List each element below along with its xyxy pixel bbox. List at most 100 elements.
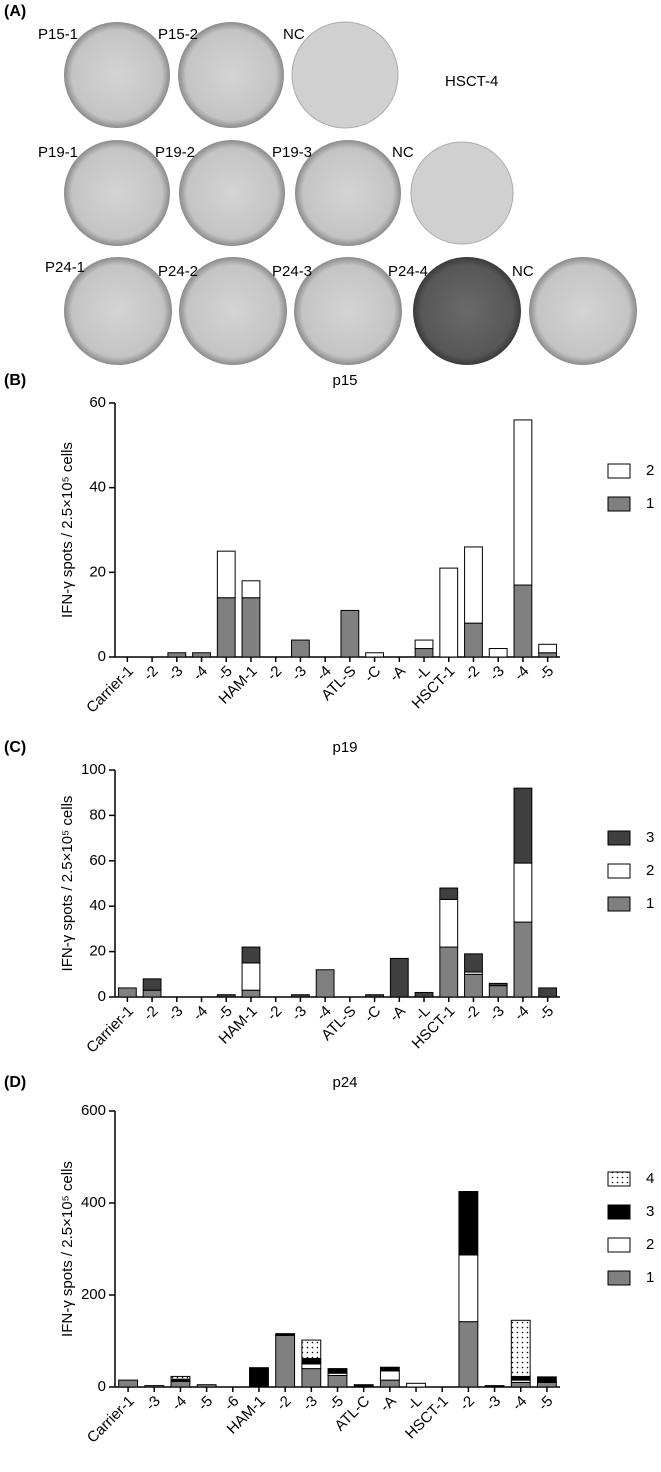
bar-segment xyxy=(484,1385,505,1388)
bar-segment xyxy=(464,953,483,973)
well xyxy=(529,257,637,365)
panel-label: (B) xyxy=(4,372,26,389)
bar-segment xyxy=(170,1375,191,1380)
bar-segment xyxy=(458,1321,479,1388)
x-tick-label: -5 xyxy=(195,1393,216,1414)
bar-segment xyxy=(241,597,261,658)
well xyxy=(64,257,172,365)
bar-segment xyxy=(379,1379,400,1388)
bar-segment xyxy=(538,643,558,654)
legend-swatch xyxy=(607,896,631,912)
bar-segment xyxy=(241,946,261,964)
y-tick-label: 100 xyxy=(81,761,106,778)
bar-segment xyxy=(353,1384,374,1388)
well-label: P15-1 xyxy=(38,26,78,43)
bar-segment xyxy=(439,567,459,658)
bar-segment xyxy=(464,546,483,624)
well-label: P24-2 xyxy=(158,263,198,280)
x-tick-label: -2 xyxy=(462,663,483,684)
bar-segment xyxy=(458,1254,479,1323)
x-tick-label: -3 xyxy=(165,663,186,684)
x-tick-label: Carrier-1 xyxy=(83,1003,137,1057)
chart-title: p24 xyxy=(332,1074,357,1091)
bar-segment xyxy=(510,1381,531,1388)
legend-label: 2 xyxy=(646,462,654,479)
bar-segment xyxy=(327,1368,348,1374)
legend-label: 1 xyxy=(646,895,654,912)
well xyxy=(64,22,170,128)
bar-segment xyxy=(538,652,558,658)
x-tick-label: -C xyxy=(361,1002,384,1025)
well-label: P24-3 xyxy=(272,263,312,280)
y-tick-label: 0 xyxy=(98,648,106,665)
bar-segment xyxy=(414,991,434,998)
bar-segment xyxy=(291,639,310,658)
x-tick-label: -2 xyxy=(264,663,285,684)
bar-segment xyxy=(458,1191,479,1256)
bar-segment xyxy=(117,987,137,998)
well-label: P24-4 xyxy=(388,263,428,280)
bar-segment xyxy=(170,1380,191,1388)
panel-label: (A) xyxy=(4,3,26,20)
bar-segment xyxy=(301,1357,322,1365)
x-tick-label: -3 xyxy=(486,1003,507,1024)
y-axis-label: IFN-γ spots / 2.5×10⁵ cells xyxy=(59,442,76,618)
well xyxy=(291,21,399,129)
bar-segment xyxy=(196,1384,217,1388)
bar-segment xyxy=(513,584,533,658)
legend-label: 4 xyxy=(646,1170,654,1187)
bar-segment xyxy=(275,1334,296,1388)
panel-label: (C) xyxy=(4,739,26,756)
bar-segment xyxy=(513,862,533,923)
bar-segment xyxy=(365,994,384,998)
x-tick-label: -4 xyxy=(511,1003,532,1024)
x-tick-label: -A xyxy=(386,663,409,686)
y-tick-label: 20 xyxy=(89,563,106,580)
well-images: (A) HSCT-4 P15-1 P15-2 NC P19-1 P19-2 P1… xyxy=(4,3,637,365)
x-tick-label: -4 xyxy=(511,663,532,684)
y-tick-label: 40 xyxy=(89,479,106,496)
bar-segment xyxy=(301,1368,322,1388)
x-tick-label: -2 xyxy=(273,1393,294,1414)
bar-segment xyxy=(167,652,187,658)
bar-segment xyxy=(241,962,261,991)
well-label: P15-2 xyxy=(158,26,198,43)
x-tick-label: -3 xyxy=(289,1003,310,1024)
y-tick-label: 600 xyxy=(81,1102,106,1119)
well-label: P19-1 xyxy=(38,144,78,161)
x-tick-label: -3 xyxy=(165,1003,186,1024)
x-tick-label: -3 xyxy=(486,663,507,684)
bar-segment xyxy=(241,580,261,599)
y-axis-label: IFN-γ spots / 2.5×10⁵ cells xyxy=(59,1161,76,1337)
bar-segment xyxy=(315,969,335,998)
bar-segment xyxy=(439,898,459,948)
bar-segment xyxy=(144,1385,165,1388)
legend-swatch xyxy=(607,496,631,512)
well-label: P19-2 xyxy=(155,144,195,161)
bar-segment xyxy=(379,1366,400,1372)
x-tick-label: -2 xyxy=(457,1393,478,1414)
y-tick-label: 0 xyxy=(98,988,106,1005)
y-tick-label: 60 xyxy=(89,394,106,411)
x-tick-label: -A xyxy=(377,1393,400,1416)
bar-segment xyxy=(301,1363,322,1370)
bar-segment xyxy=(488,648,508,658)
bar-segment xyxy=(142,978,162,991)
bar-segment xyxy=(216,994,236,998)
bar-segment xyxy=(216,597,236,658)
y-tick-label: 20 xyxy=(89,943,106,960)
x-tick-label: -2 xyxy=(264,1003,285,1024)
bar-segment xyxy=(142,989,162,998)
well xyxy=(294,257,402,365)
legend-label: 1 xyxy=(646,495,654,512)
legend-swatch xyxy=(607,1237,631,1253)
legend-swatch xyxy=(607,1204,631,1220)
bar-segment xyxy=(365,652,384,658)
bar-segment xyxy=(275,1333,296,1336)
x-tick-label: -2 xyxy=(462,1003,483,1024)
bar-segment xyxy=(513,921,533,998)
bar-segment xyxy=(513,419,533,586)
bar-segment xyxy=(389,957,409,998)
x-tick-label: -2 xyxy=(140,1003,161,1024)
well-label: NC xyxy=(392,144,414,161)
